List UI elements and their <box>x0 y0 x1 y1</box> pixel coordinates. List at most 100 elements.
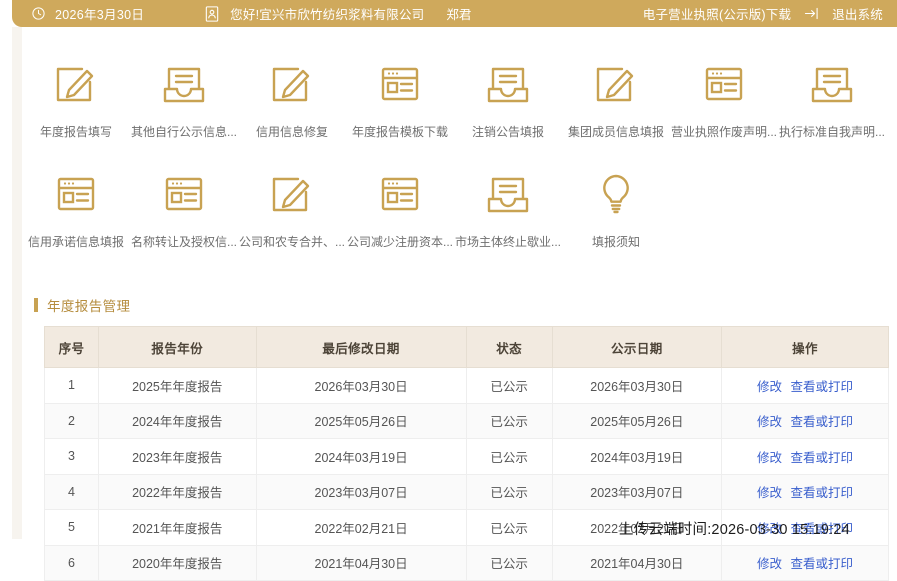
cell-status: 已公示 <box>465 509 553 546</box>
cell-modified: 2021年04月30日 <box>255 544 467 581</box>
cell-seq: 4 <box>44 473 99 510</box>
column-header-seq: 序号 <box>44 326 99 368</box>
cell-status: 已公示 <box>465 544 553 581</box>
user-card-icon <box>204 5 220 22</box>
cell-published: 2023年03月07日 <box>551 473 722 510</box>
shortcut-label: 其他自行公示信息... <box>131 125 237 139</box>
table-row: 1 2025年年度报告 2026年03月30日 已公示 2026年03月30日 … <box>44 367 890 404</box>
column-header-status: 状态 <box>465 326 553 368</box>
logout-arrow-icon[interactable] <box>804 6 820 22</box>
cell-actions: 修改 查看或打印 <box>720 367 890 404</box>
cell-year: 2022年年度报告 <box>97 473 257 510</box>
shortcut-label: 公司和农专合并、... <box>239 235 345 249</box>
current-date: 2026年3月30日 <box>55 8 145 22</box>
shortcut-label: 年度报告填写 <box>39 125 112 139</box>
cell-published: 2024年03月19日 <box>551 438 722 475</box>
table-row: 4 2022年年度报告 2023年03月07日 已公示 2023年03月07日 … <box>44 473 890 510</box>
table-row: 3 2023年年度报告 2024年03月19日 已公示 2024年03月19日 … <box>44 438 890 475</box>
top-bar-left: 2026年3月30日 您好!宜兴市欣竹纺织浆料有限公司 郑君 <box>30 4 471 23</box>
cell-year: 2020年年度报告 <box>97 544 257 581</box>
cell-year: 2021年年度报告 <box>97 509 257 546</box>
upload-time-overlay: 上传云端时间:2026-03-30 15:19:24 <box>619 522 850 538</box>
inbox-doc-icon <box>804 56 860 112</box>
browser-window-icon <box>156 166 212 222</box>
shortcut-label: 信用信息修复 <box>255 125 328 139</box>
shortcut-company-merger[interactable]: 公司和农专合并、... <box>238 160 346 270</box>
section-title-text: 年度报告管理 <box>47 299 131 314</box>
shortcut-label: 年度报告模板下载 <box>351 125 448 139</box>
edit-link[interactable]: 修改 <box>756 557 782 572</box>
table-row: 2 2024年年度报告 2025年05月26日 已公示 2025年05月26日 … <box>44 402 890 439</box>
edit-link[interactable]: 修改 <box>756 521 782 536</box>
shortcut-capital-reduction[interactable]: 公司减少注册资本... <box>346 160 454 270</box>
shortcut-other-public-info[interactable]: 其他自行公示信息... <box>130 50 238 160</box>
cell-seq: 6 <box>44 544 99 581</box>
column-header-published: 公示日期 <box>551 326 722 368</box>
shortcut-name-transfer-authorization[interactable]: 名称转让及授权信... <box>130 160 238 270</box>
pencil-square-icon <box>264 56 320 112</box>
shortcut-credit-commitment[interactable]: 信用承诺信息填报 <box>22 160 130 270</box>
shortcut-filing-instructions[interactable]: 填报须知 <box>562 160 670 270</box>
section-accent-bar <box>34 298 38 312</box>
icon-row-1: 年度报告填写 其他自行公示信息... <box>22 50 897 160</box>
greeting-text: 您好!宜兴市欣竹纺织浆料有限公司 <box>230 8 425 22</box>
top-bar: 2026年3月30日 您好!宜兴市欣竹纺织浆料有限公司 郑君 电子营业执照(公示… <box>12 0 897 27</box>
lightbulb-icon <box>588 166 644 222</box>
cell-status: 已公示 <box>465 367 553 404</box>
edit-link[interactable]: 修改 <box>756 450 782 465</box>
shortcut-standard-self-declaration[interactable]: 执行标准自我声明... <box>778 50 886 160</box>
view-print-link[interactable]: 查看或打印 <box>790 450 853 465</box>
column-header-year: 报告年份 <box>97 326 257 368</box>
table-header-row: 序号 报告年份 最后修改日期 状态 公示日期 操作 <box>44 326 890 368</box>
shortcut-label: 注销公告填报 <box>471 125 544 139</box>
view-print-link[interactable]: 查看或打印 <box>790 415 853 430</box>
view-print-link[interactable]: 查看或打印 <box>790 379 853 394</box>
cell-year: 2025年年度报告 <box>97 367 257 404</box>
license-download-link[interactable]: 电子营业执照(公示版)下载 <box>642 8 792 22</box>
shortcut-label: 营业执照作废声明... <box>671 125 777 139</box>
cell-modified: 2026年03月30日 <box>255 367 467 404</box>
cell-published: 2026年03月30日 <box>551 367 722 404</box>
shortcut-cancellation-notice[interactable]: 注销公告填报 <box>454 50 562 160</box>
top-bar-right: 电子营业执照(公示版)下载 退出系统 <box>643 4 883 23</box>
shortcut-label: 集团成员信息填报 <box>567 125 664 139</box>
icon-row-2: 信用承诺信息填报 名称转让及授权信... <box>22 160 897 270</box>
shortcut-label: 信用承诺信息填报 <box>27 235 124 249</box>
shortcut-business-termination[interactable]: 市场主体终止歇业... <box>454 160 562 270</box>
view-print-link[interactable]: 查看或打印 <box>790 521 853 536</box>
table-row: 6 2020年年度报告 2021年04月30日 已公示 2021年04月30日 … <box>44 544 890 581</box>
pencil-square-icon <box>588 56 644 112</box>
left-rail <box>12 27 22 539</box>
shortcut-label: 市场主体终止歇业... <box>455 235 561 249</box>
cell-actions: 修改 查看或打印 <box>720 473 890 510</box>
shortcut-report-template-download[interactable]: 年度报告模板下载 <box>346 50 454 160</box>
edit-link[interactable]: 修改 <box>756 379 782 394</box>
shortcut-label: 填报须知 <box>591 235 640 249</box>
shortcut-label: 执行标准自我声明... <box>779 125 885 139</box>
cell-seq: 1 <box>44 367 99 404</box>
shortcut-icon-grid: 年度报告填写 其他自行公示信息... <box>22 50 897 270</box>
cell-status: 已公示 <box>465 473 553 510</box>
column-header-actions: 操作 <box>720 326 890 368</box>
cell-actions: 修改 查看或打印 <box>720 544 890 581</box>
inbox-doc-icon <box>480 166 536 222</box>
view-print-link[interactable]: 查看或打印 <box>790 557 853 572</box>
shortcut-group-member-info[interactable]: 集团成员信息填报 <box>562 50 670 160</box>
cell-actions: 修改 查看或打印 <box>720 402 890 439</box>
cell-seq: 5 <box>44 509 99 546</box>
shortcut-annual-report-fill[interactable]: 年度报告填写 <box>22 50 130 160</box>
cell-published: 2021年04月30日 <box>551 544 722 581</box>
cell-seq: 2 <box>44 402 99 439</box>
cell-modified: 2023年03月07日 <box>255 473 467 510</box>
shortcut-credit-repair[interactable]: 信用信息修复 <box>238 50 346 160</box>
table-head: 序号 报告年份 最后修改日期 状态 公示日期 操作 <box>44 326 890 368</box>
view-print-link[interactable]: 查看或打印 <box>790 486 853 501</box>
user-name: 郑君 <box>446 8 472 22</box>
logout-button[interactable]: 退出系统 <box>832 8 883 22</box>
cell-status: 已公示 <box>465 402 553 439</box>
clock-icon <box>30 6 46 22</box>
edit-link[interactable]: 修改 <box>756 486 782 501</box>
shortcut-license-void-statement[interactable]: 营业执照作废声明... <box>670 50 778 160</box>
edit-link[interactable]: 修改 <box>756 415 782 430</box>
cell-modified: 2025年05月26日 <box>255 402 467 439</box>
